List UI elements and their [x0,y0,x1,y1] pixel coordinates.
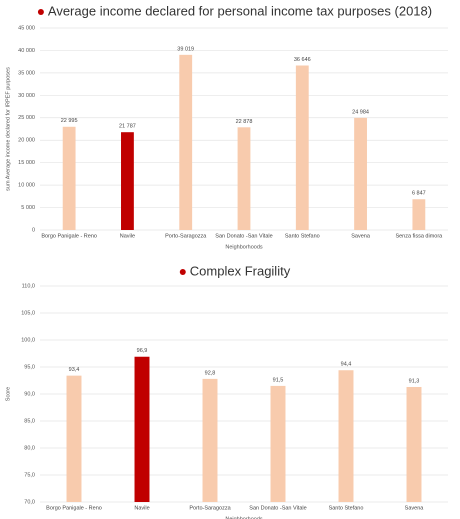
x-tick-label: Navile [134,505,149,511]
y-tick-label: 105,0 [21,310,35,316]
value-label: 96,9 [137,348,148,354]
y-tick-label: 25 000 [18,115,35,121]
value-label: 91,3 [409,378,420,384]
value-label: 24 984 [352,109,369,115]
bar [338,370,354,502]
y-tick-label: 85,0 [24,418,35,424]
value-label: 22 995 [61,118,78,124]
y-tick-label: 15 000 [18,160,35,166]
value-label: 94,4 [341,362,352,368]
x-tick-label: Santo Stefano [329,505,364,511]
x-tick-label: Borgo Panigale - Reno [46,505,102,511]
bar [66,375,82,502]
bar [354,117,367,230]
value-label: 91,5 [273,377,284,383]
chart-title: Average income declared for personal inc… [48,3,432,18]
x-tick-label: Porto-Saragozza [165,233,207,239]
y-tick-label: 100,0 [21,337,35,343]
y-tick-label: 95,0 [24,364,35,370]
chart-title: Complex Fragility [190,263,291,278]
y-tick-label: 10 000 [18,183,35,189]
y-tick-label: 20 000 [18,138,35,144]
bar [202,378,218,502]
bar [134,356,150,502]
x-axis-label: Neighborhoods [225,244,263,250]
x-tick-label: Navile [120,233,135,239]
x-tick-label: Porto-Saragozza [189,505,231,511]
x-tick-label: Senza fissa dimora [395,233,443,239]
y-tick-label: 45 000 [18,25,35,31]
value-label: 21 787 [119,124,136,130]
bar [121,132,134,230]
y-tick-label: 110,0 [22,283,35,289]
x-tick-label: San Donato -San Vitale [249,505,306,511]
x-tick-label: Savena [351,233,371,239]
title-bullet [179,269,186,275]
y-tick-label: 30 000 [18,93,35,99]
x-tick-label: San Donato -San Vitale [215,233,272,239]
y-axis-label: sum Average income declared for IRPEF pu… [5,67,11,191]
y-axis-label: Score [5,387,11,401]
x-tick-label: Savena [405,505,425,511]
bar [179,54,193,230]
x-axis-label: Neighborhoods [225,516,263,519]
x-tick-label: Borgo Panigale - Reno [41,233,97,239]
y-tick-label: 90,0 [24,391,35,397]
value-label: 93,4 [69,367,80,373]
value-label: 39 019 [177,46,194,52]
value-label: 6 847 [412,191,426,197]
bar [295,65,309,230]
title-bullet [37,9,44,15]
y-tick-label: 35 000 [18,70,35,76]
value-label: 22 878 [236,119,253,125]
bar [406,386,422,502]
y-tick-label: 0 [32,227,35,233]
y-tick-label: 5 000 [21,205,35,211]
bar [62,126,76,230]
value-label: 92,8 [205,370,216,376]
value-label: 36 646 [294,57,311,63]
bar [412,199,426,230]
bar [270,385,286,502]
y-tick-label: 80,0 [24,445,35,451]
bar [237,127,251,230]
y-tick-label: 75,0 [24,472,35,478]
y-tick-label: 40 000 [18,48,35,54]
y-tick-label: 70,0 [24,499,35,505]
x-tick-label: Santo Stefano [285,233,320,239]
